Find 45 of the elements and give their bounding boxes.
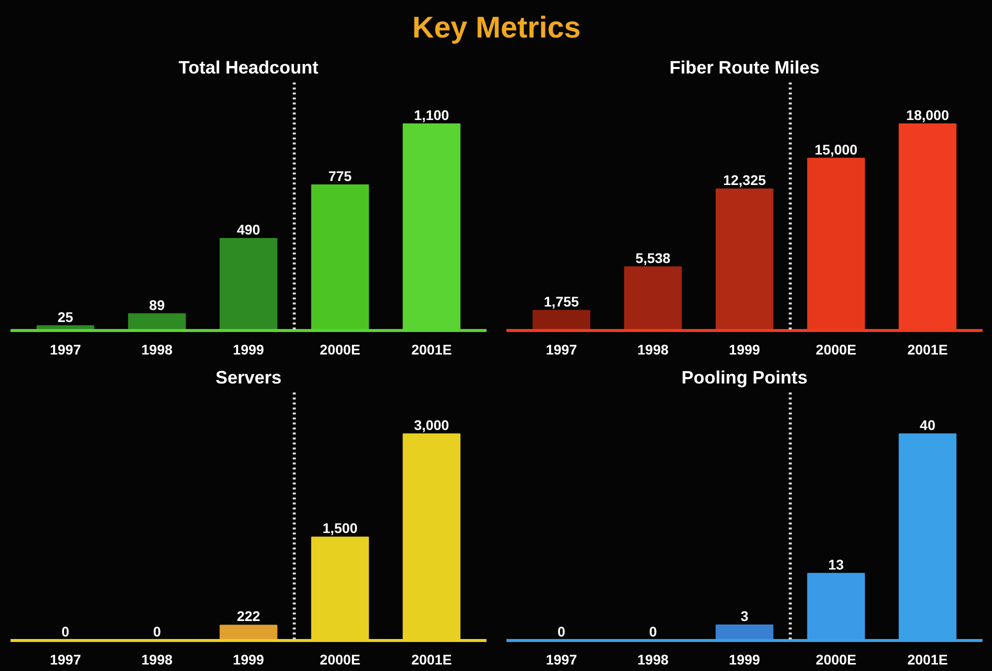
x-tick-label: 1997 xyxy=(546,652,578,668)
x-tick-label: 2001E xyxy=(907,342,948,358)
data-label: 12,325 xyxy=(723,172,766,188)
data-label: 3 xyxy=(740,608,749,624)
data-label: 0 xyxy=(153,624,162,640)
data-label: 89 xyxy=(149,296,165,313)
data-label: 222 xyxy=(236,608,260,624)
x-tick-label: 1997 xyxy=(50,652,82,668)
x-tick-label: 2000E xyxy=(816,342,856,358)
x-tick-label: 1997 xyxy=(546,342,578,358)
x-tick-label: 2000E xyxy=(320,652,360,668)
x-tick-label: 1999 xyxy=(232,342,264,358)
data-label: 13 xyxy=(828,556,844,572)
chart-title: Servers xyxy=(215,368,282,388)
chart-title: Fiber Route Miles xyxy=(669,58,820,78)
x-tick-label: 2001E xyxy=(411,342,452,358)
data-label: 1,755 xyxy=(544,293,580,310)
data-label: 40 xyxy=(920,416,936,433)
chart-title: Total Headcount xyxy=(178,58,318,78)
data-label: 1,500 xyxy=(322,520,358,536)
x-tick-label: 1997 xyxy=(50,342,82,358)
data-label: 5,538 xyxy=(635,250,671,266)
x-tick-label: 1998 xyxy=(637,342,669,358)
x-tick-label: 1999 xyxy=(232,652,264,668)
data-label: 18,000 xyxy=(906,106,950,123)
data-label: 3,000 xyxy=(414,416,450,433)
x-tick-label: 1998 xyxy=(637,652,669,668)
data-label: 0 xyxy=(558,624,566,640)
data-label: 1,100 xyxy=(414,106,450,123)
data-label: 15,000 xyxy=(814,141,858,158)
data-label: 25 xyxy=(58,308,74,325)
x-tick-label: 2000E xyxy=(816,652,856,668)
x-tick-label: 1998 xyxy=(141,652,173,668)
x-tick-label: 2001E xyxy=(411,652,452,668)
data-label: 490 xyxy=(236,221,260,238)
chart-title: Pooling Points xyxy=(682,368,808,388)
x-tick-label: 1998 xyxy=(141,342,173,358)
text: Key Metrics xyxy=(412,12,581,44)
data-label: 0 xyxy=(62,624,70,640)
x-tick-label: 1999 xyxy=(728,342,760,358)
data-label: 0 xyxy=(649,624,658,640)
x-tick-label: 1999 xyxy=(728,652,760,668)
x-tick-label: 2000E xyxy=(320,342,360,358)
data-label: 775 xyxy=(328,168,352,184)
x-tick-label: 2001E xyxy=(907,652,948,668)
